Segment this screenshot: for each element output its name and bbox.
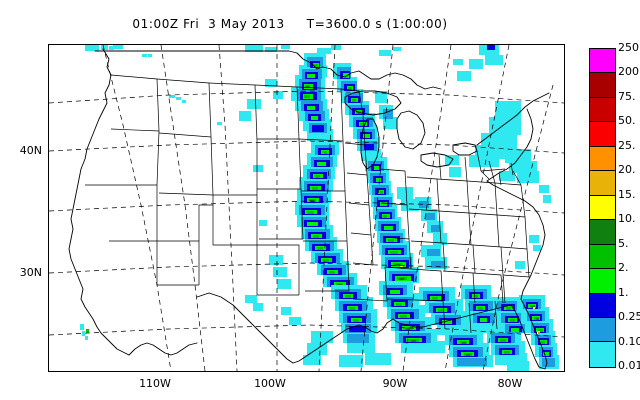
x-tick-label-90w: 90W: [382, 377, 408, 390]
colorbar-tick-9: 2.: [618, 261, 629, 275]
colorbar-band-5: [590, 244, 615, 270]
colorbar-tick-12: 0.10: [618, 334, 640, 348]
colorbar-tick-10: 1.: [618, 285, 629, 299]
x-tick-label-100w: 100W: [254, 377, 286, 390]
precipitation-colorbar: [589, 48, 616, 368]
state-borders: [85, 74, 530, 334]
y-tick-label-30n: 30N: [19, 266, 42, 279]
colorbar-tick-11: 0.25: [618, 310, 640, 324]
colorbar-tick-0: 250.: [618, 41, 640, 54]
y-tick-label-40n: 40N: [19, 144, 42, 157]
colorbar-band-1: [590, 293, 615, 318]
colorbar-tick-4: 25.: [618, 138, 636, 152]
colorbar-tick-2: 75.: [618, 89, 636, 103]
colorbar-tick-7: 10.: [618, 212, 636, 226]
colorbar-tick-13: 0.01: [618, 359, 640, 372]
colorbar-band-50: [590, 122, 615, 147]
colorbar-tick-6: 15.: [618, 187, 636, 201]
colorbar-band-10: [590, 220, 615, 245]
map-canvas: [49, 45, 564, 371]
precipitation-field: [80, 45, 559, 371]
colorbar-tick-3: 50.: [618, 114, 636, 128]
colorbar-band-20: [590, 171, 615, 196]
colorbar-tick-1: 200.: [618, 65, 640, 79]
colorbar-band-2: [590, 269, 615, 294]
colorbar-tick-8: 5.: [618, 236, 629, 250]
colorbar-band-025: [590, 317, 615, 343]
colorbar-band-75: [590, 97, 615, 123]
map-boundaries: [68, 48, 550, 370]
colorbar-band-200: [590, 73, 615, 98]
figure-title: 01:00Z Fri 3 May 2013 T=3600.0 s (1:00:0…: [132, 17, 448, 31]
x-tick-label-110w: 110W: [139, 377, 171, 390]
colorbar-band-15: [590, 195, 615, 221]
map-plot-area: [48, 44, 565, 372]
colorbar-tick-5: 20.: [618, 163, 636, 177]
x-tick-label-80w: 80W: [497, 377, 523, 390]
colorbar-band-25: [590, 146, 615, 172]
graticule: [49, 45, 564, 371]
colorbar-band-010: [590, 342, 615, 367]
colorbar-band-250: [590, 49, 615, 74]
